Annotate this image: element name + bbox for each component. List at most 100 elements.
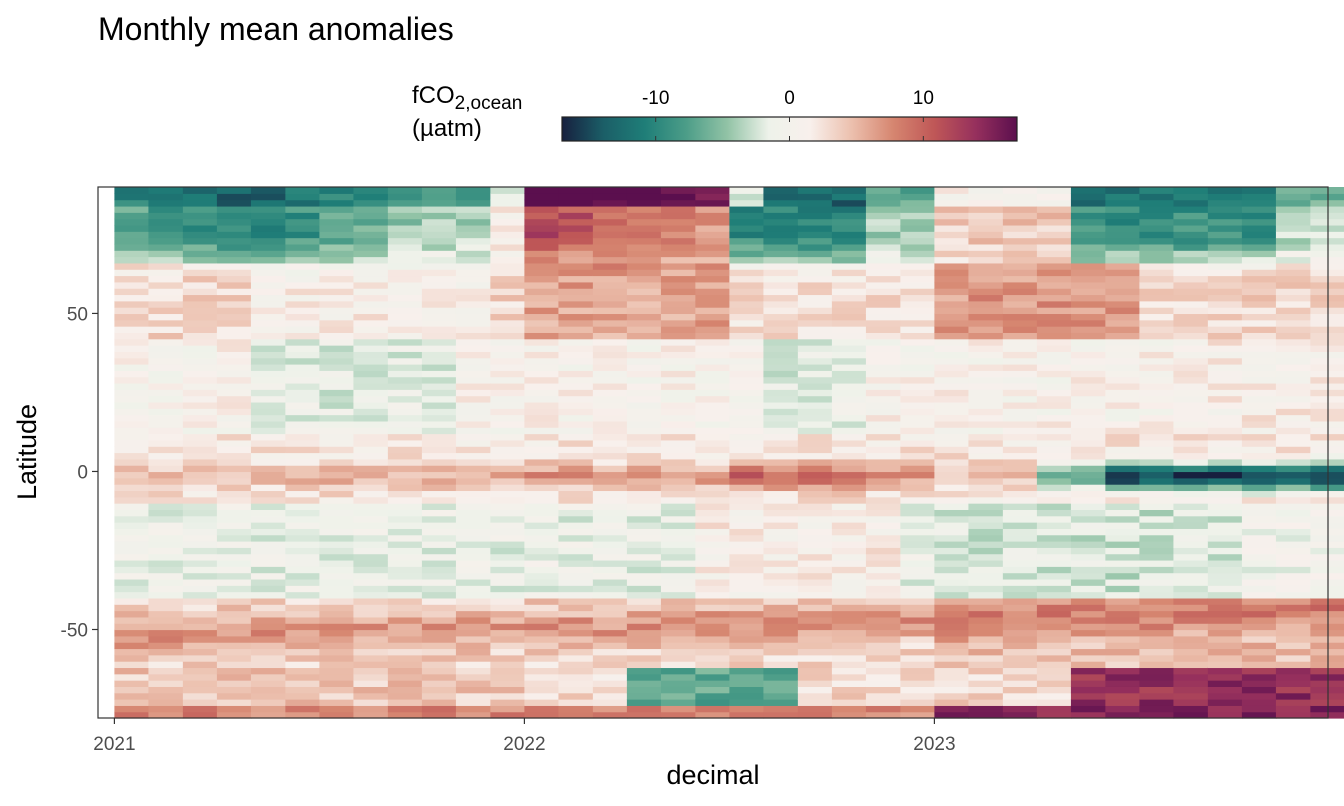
heatmap-cell	[285, 300, 321, 308]
heatmap-cell	[968, 648, 1004, 656]
heatmap-cell	[763, 256, 799, 264]
heatmap-cell	[148, 262, 184, 270]
heatmap-cell	[558, 427, 594, 435]
heatmap-cell	[421, 635, 457, 643]
heatmap-cell	[626, 604, 662, 612]
heatmap-cell	[1241, 591, 1277, 599]
heatmap-cell	[831, 275, 867, 283]
heatmap-cell	[1310, 345, 1344, 352]
heatmap-cell	[250, 262, 286, 270]
heatmap-cell	[900, 256, 936, 264]
heatmap-cell	[114, 559, 150, 567]
heatmap-cell	[660, 547, 696, 555]
heatmap-cell	[1275, 187, 1311, 194]
heatmap-cell	[319, 541, 355, 548]
heatmap-cell	[216, 199, 252, 207]
heatmap-cell	[250, 534, 286, 542]
heatmap-cell	[114, 414, 150, 422]
heatmap-cell	[763, 591, 799, 599]
heatmap-cell	[285, 338, 321, 346]
heatmap-cell	[216, 515, 252, 523]
heatmap-cell	[626, 680, 662, 687]
heatmap-cell	[865, 597, 901, 605]
heatmap-cell	[455, 262, 491, 270]
heatmap-cell	[865, 193, 901, 201]
heatmap-cell	[387, 673, 423, 681]
heatmap-cell	[1207, 547, 1243, 555]
heatmap-cell	[182, 250, 218, 258]
heatmap-cell	[285, 496, 321, 504]
heatmap-cell	[524, 288, 560, 296]
heatmap-cell	[558, 250, 594, 258]
heatmap-cell	[216, 553, 252, 561]
heatmap-cell	[182, 433, 218, 441]
heatmap-cell	[729, 673, 765, 681]
heatmap-cell	[934, 629, 970, 637]
heatmap-cell	[353, 326, 389, 333]
heatmap-cell	[387, 471, 423, 479]
heatmap-cell	[455, 623, 491, 631]
heatmap-cell	[353, 288, 389, 296]
heatmap-cell	[1002, 237, 1038, 245]
heatmap-cell	[1070, 654, 1106, 662]
heatmap-cell	[285, 692, 321, 700]
heatmap-cell	[797, 452, 833, 460]
heatmap-cell	[1310, 578, 1344, 586]
heatmap-cell	[1070, 376, 1106, 384]
heatmap-cell	[1207, 446, 1243, 454]
heatmap-cell	[695, 351, 731, 359]
heatmap-cell	[660, 408, 696, 416]
heatmap-cell	[319, 534, 355, 542]
heatmap-cell	[490, 275, 526, 283]
heatmap-cell	[1275, 446, 1311, 454]
heatmap-cell	[968, 212, 1004, 220]
heatmap-cell	[900, 629, 936, 637]
heatmap-cell	[1275, 319, 1311, 327]
heatmap-cell	[1207, 711, 1243, 719]
heatmap-cell	[455, 193, 491, 201]
heatmap-cell	[968, 705, 1004, 713]
heatmap-cell	[729, 559, 765, 567]
heatmap-cell	[660, 288, 696, 296]
heatmap-cell	[524, 364, 560, 371]
heatmap-cell	[1310, 711, 1344, 719]
heatmap-cell	[934, 446, 970, 454]
heatmap-cell	[1105, 338, 1141, 346]
heatmap-cell	[865, 458, 901, 466]
heatmap-cell	[490, 528, 526, 536]
heatmap-cell	[421, 357, 457, 365]
heatmap-cell	[1105, 490, 1141, 498]
heatmap-cell	[1105, 522, 1141, 529]
heatmap-cell	[660, 414, 696, 422]
heatmap-cell	[1139, 294, 1175, 302]
heatmap-cell	[1207, 300, 1243, 308]
heatmap-cell	[763, 345, 799, 352]
heatmap-cell	[216, 705, 252, 713]
heatmap-cell	[1070, 345, 1106, 352]
heatmap-cell	[1036, 616, 1072, 624]
heatmap-cell	[900, 313, 936, 321]
heatmap-cell	[216, 376, 252, 384]
heatmap-cell	[216, 433, 252, 441]
heatmap-cell	[1002, 319, 1038, 327]
heatmap-cell	[558, 281, 594, 289]
heatmap-cell	[1070, 338, 1106, 346]
heatmap-cell	[1241, 326, 1277, 333]
heatmap-cell	[729, 680, 765, 687]
heatmap-cell	[865, 541, 901, 548]
heatmap-cell	[524, 269, 560, 277]
heatmap-cell	[182, 654, 218, 662]
heatmap-cell	[353, 623, 389, 631]
heatmap-cell	[1241, 585, 1277, 593]
heatmap-cell	[387, 515, 423, 523]
heatmap-cell	[797, 559, 833, 567]
heatmap-cell	[1207, 382, 1243, 390]
heatmap-cell	[114, 338, 150, 346]
heatmap-cell	[1036, 395, 1072, 403]
heatmap-cell	[319, 439, 355, 447]
heatmap-cell	[763, 667, 799, 675]
heatmap-cell	[182, 547, 218, 555]
heatmap-cell	[831, 414, 867, 422]
heatmap-cell	[1139, 686, 1175, 694]
heatmap-cell	[490, 673, 526, 681]
